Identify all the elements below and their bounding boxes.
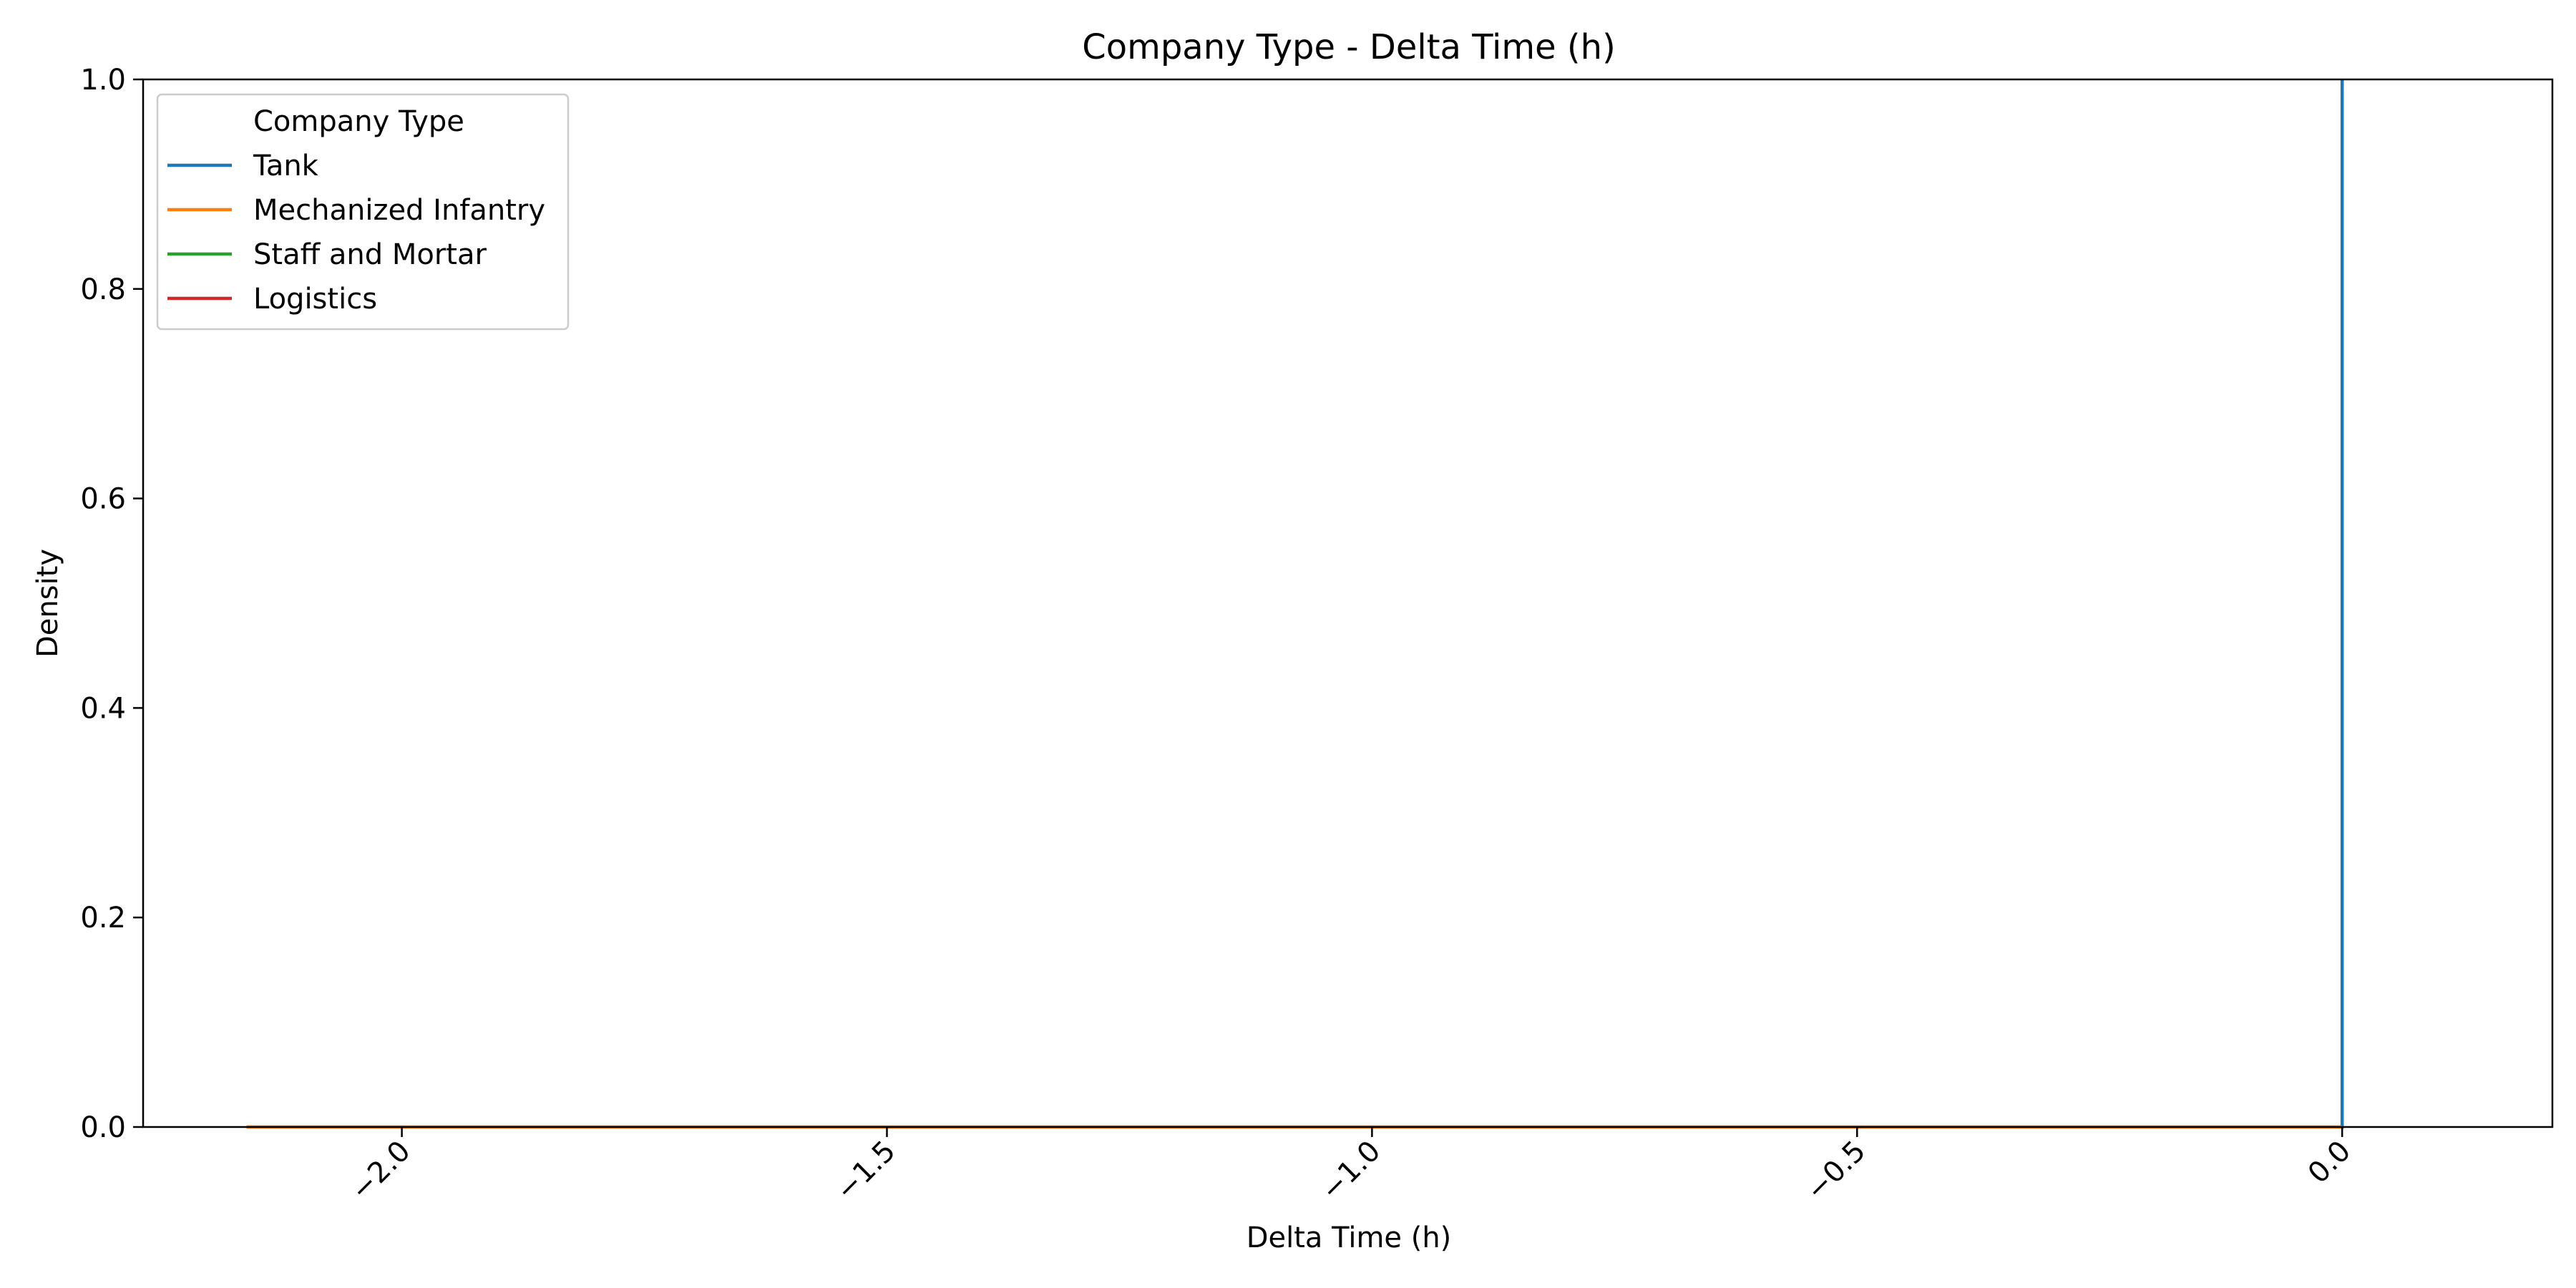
y-tick-label: 1.0 [80,64,126,97]
legend: Company Type Tank Mechanized Infantry Staff… [156,93,570,331]
y-tick-label: 0.8 [80,273,126,306]
axes-frame [142,78,2554,1128]
legend-label-tank: Tank [253,150,319,182]
y-axis-label: Density [31,549,64,658]
legend-label-logistics: Logistics [253,283,377,316]
y-tick-label: 0.6 [80,483,126,516]
y-tick-label: 0.2 [80,902,126,935]
legend-title: Company Type [253,105,464,138]
legend-label-mechanized-infantry: Mechanized Infantry [253,194,545,227]
y-tick-label: 0.0 [80,1111,126,1144]
legend-box [156,93,570,331]
legend-label-staff-and-mortar: Staff and Mortar [253,238,487,271]
x-axis-label: Delta Time (h) [1246,1221,1452,1254]
y-tick-label: 0.4 [80,692,126,725]
chart-title: Company Type - Delta Time (h) [1082,27,1616,67]
